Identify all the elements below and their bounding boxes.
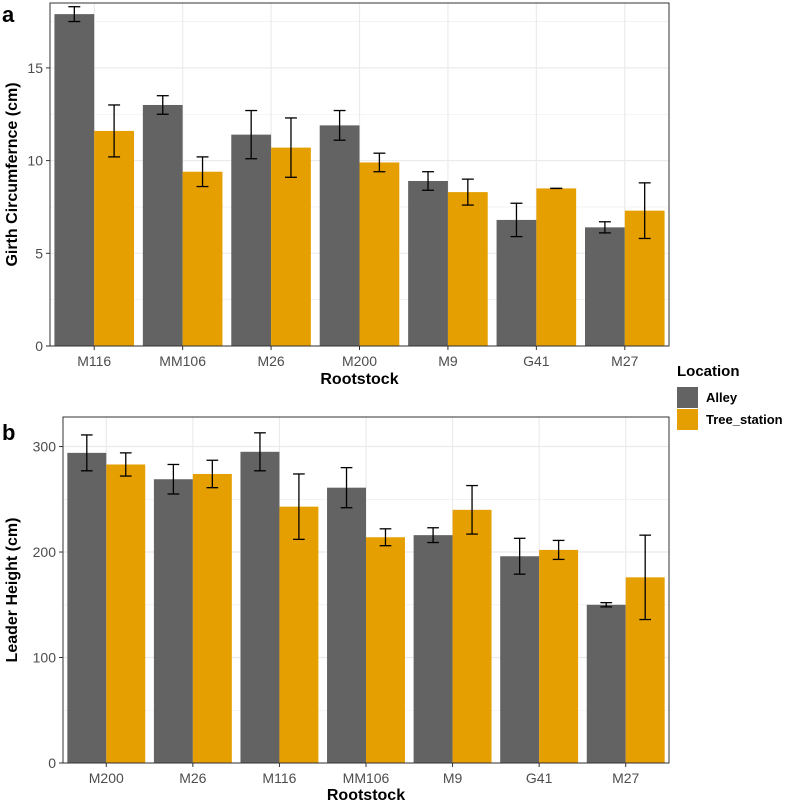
bar-tree-station-mm106	[182, 171, 223, 346]
error-bar-tree-station-m116	[293, 473, 305, 541]
error-bar-tree-station-g41	[552, 539, 565, 561]
legend-title: Location	[677, 363, 740, 380]
panel-a-girth-chart: 0 5 10 15 M116 MM106 M26 M200 M9 G41 M27 a Rootsto…	[2, 2, 670, 388]
error-bar-alley-m26	[167, 463, 180, 495]
panel-a-axes: 0 5 10 15 M116 MM106 M26 M200 M9 G41 M27	[27, 60, 638, 369]
legend-key-tree-station	[677, 409, 698, 430]
y-tick-label: 5	[35, 245, 43, 261]
y-tick-label: 10	[27, 153, 43, 169]
error-bar-alley-m116	[68, 6, 81, 23]
bar-tree-station-m9	[447, 192, 488, 346]
legend-label-alley: Alley	[706, 390, 738, 405]
x-tick-label: M9	[443, 770, 463, 786]
bar-alley-m27	[586, 604, 626, 763]
x-tick-label: M9	[438, 353, 458, 369]
bar-alley-m9	[413, 535, 453, 763]
panel-b-height-chart: 0 100 200 300 M200 M26 M116 MM106 M9 G41 M27 b Roo…	[2, 416, 670, 804]
legend-label-tree-station: Tree_station	[706, 412, 783, 427]
error-bar-tree-station-mm106	[379, 528, 392, 547]
bar-alley-g41	[500, 556, 540, 763]
x-tick-label: M26	[179, 770, 206, 786]
error-bar-tree-station-m26	[206, 459, 219, 489]
error-bar-tree-station-m27	[638, 182, 651, 240]
bar-tree-station-g41	[539, 549, 579, 763]
legend-key-alley	[677, 387, 698, 408]
bar-alley-m26	[153, 479, 193, 763]
bar-alley-m26	[231, 134, 272, 346]
bar-tree-station-m116	[279, 506, 319, 763]
y-tick-label: 200	[33, 544, 57, 560]
x-tick-label: M200	[89, 770, 124, 786]
panel-b-y-axis-title: Leader Height (cm)	[4, 518, 21, 663]
y-tick-label: 15	[27, 60, 43, 76]
bar-alley-mm106	[142, 104, 183, 346]
panel-b-x-axis-title: Rootstock	[327, 787, 405, 804]
panel-a-x-axis-title: Rootstock	[320, 371, 398, 388]
bar-tree-station-m116	[94, 130, 135, 346]
error-bar-alley-m27	[600, 602, 613, 608]
error-bar-tree-station-mm106	[196, 156, 209, 188]
error-bar-tree-station-m27	[639, 534, 652, 621]
panel-a-bars	[54, 6, 665, 346]
error-bar-tree-station-m9	[461, 178, 474, 206]
panel-b-axes: 0 100 200 300 M200 M26 M116 MM106 M9 G41 M27	[33, 439, 640, 786]
bar-tree-station-m26	[271, 147, 311, 346]
error-bar-alley-m116	[254, 432, 266, 472]
bar-tree-station-m9	[452, 509, 492, 763]
error-bar-tree-station-m116	[108, 104, 121, 158]
bar-alley-m27	[584, 227, 625, 346]
legend: Location Alley Tree_station	[677, 363, 783, 430]
y-tick-label: 0	[35, 338, 43, 354]
bar-tree-station-g41	[536, 188, 577, 346]
bar-tree-station-m200	[106, 464, 146, 763]
error-bar-alley-m27	[598, 221, 611, 234]
bar-alley-m116	[54, 14, 95, 346]
bar-tree-station-m26	[192, 473, 232, 763]
x-tick-label: G41	[523, 353, 550, 369]
x-tick-label: M27	[611, 353, 638, 369]
error-bar-tree-station-m200	[119, 452, 132, 477]
panel-b-bars	[67, 432, 665, 763]
y-tick-label: 100	[33, 650, 57, 666]
bar-alley-g41	[496, 219, 537, 346]
x-tick-label: M116	[262, 770, 296, 786]
panel-a-letter: a	[2, 2, 15, 27]
error-bar-tree-station-m26	[284, 117, 297, 178]
x-tick-label: MM106	[343, 770, 390, 786]
bar-tree-station-m200	[359, 162, 400, 346]
error-bar-alley-m200	[333, 109, 346, 141]
bar-alley-m200	[319, 125, 360, 346]
error-bar-alley-mm106	[156, 95, 169, 115]
error-bar-tree-station-m200	[373, 152, 386, 173]
error-bar-tree-station-m9	[466, 484, 478, 535]
x-tick-label: MM106	[159, 353, 206, 369]
error-bar-alley-m9	[427, 527, 439, 544]
bar-alley-m200	[67, 452, 107, 763]
panel-a-y-axis-title: Girth Circumfernce (cm)	[4, 82, 21, 266]
bar-alley-m9	[408, 180, 448, 346]
error-bar-alley-m9	[422, 171, 435, 191]
bar-alley-m116	[240, 451, 280, 763]
y-tick-label: 0	[48, 755, 56, 771]
panel-b-letter: b	[2, 420, 15, 445]
error-bar-alley-m200	[80, 434, 93, 472]
x-tick-label: M26	[257, 353, 284, 369]
error-bar-alley-m26	[245, 109, 258, 160]
bar-alley-mm106	[327, 487, 366, 763]
x-tick-label: G41	[526, 770, 553, 786]
error-bar-alley-mm106	[340, 466, 353, 509]
x-tick-label: M27	[612, 770, 639, 786]
bar-tree-station-mm106	[366, 537, 405, 763]
y-tick-label: 300	[33, 439, 57, 455]
error-bar-alley-g41	[513, 537, 526, 575]
x-tick-label: M116	[77, 353, 111, 369]
error-bar-alley-g41	[510, 202, 523, 238]
x-tick-label: M200	[342, 353, 377, 369]
